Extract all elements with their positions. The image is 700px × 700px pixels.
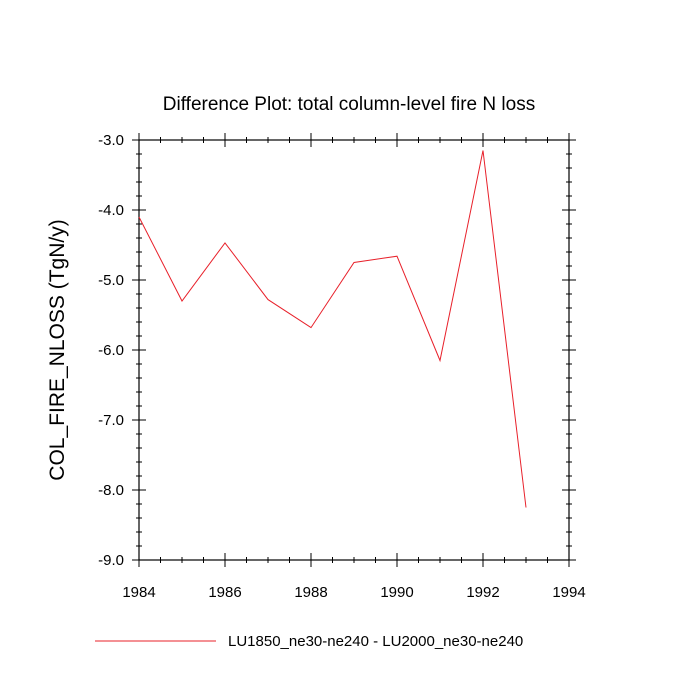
plot-frame — [138, 139, 570, 561]
y-tick-labels: -9.0 -8.0 -7.0 -6.0 -5.0 -4.0 -3.0 — [98, 132, 124, 569]
x-tick-label: 1988 — [294, 584, 327, 601]
x-tick-label: 1990 — [380, 584, 413, 601]
series-line — [138, 150, 527, 508]
y-tick-label: -7.0 — [98, 412, 124, 429]
legend-label: LU1850_ne30-ne240 - LU2000_ne30-ne240 — [228, 633, 523, 650]
axis-ticks — [132, 133, 576, 567]
y-tick-label: -9.0 — [98, 552, 124, 569]
y-tick-label: -6.0 — [98, 342, 124, 359]
y-tick-label: -4.0 — [98, 202, 124, 219]
legend: LU1850_ne30-ne240 - LU2000_ne30-ne240 — [95, 633, 523, 650]
x-tick-label: 1986 — [208, 584, 241, 601]
x-tick-label: 1984 — [122, 584, 155, 601]
x-tick-labels: 1984 1986 1988 1990 1992 1994 — [122, 584, 585, 601]
y-axis-label: COL_FIRE_NLOSS (TgN/y) — [46, 219, 69, 480]
y-tick-label: -8.0 — [98, 482, 124, 499]
y-tick-label: -3.0 — [98, 132, 124, 149]
x-tick-label: 1992 — [466, 584, 499, 601]
series-group — [138, 150, 527, 508]
x-tick-label: 1994 — [552, 584, 585, 601]
chart-title: Difference Plot: total column-level fire… — [163, 94, 535, 115]
y-tick-label: -5.0 — [98, 272, 124, 289]
